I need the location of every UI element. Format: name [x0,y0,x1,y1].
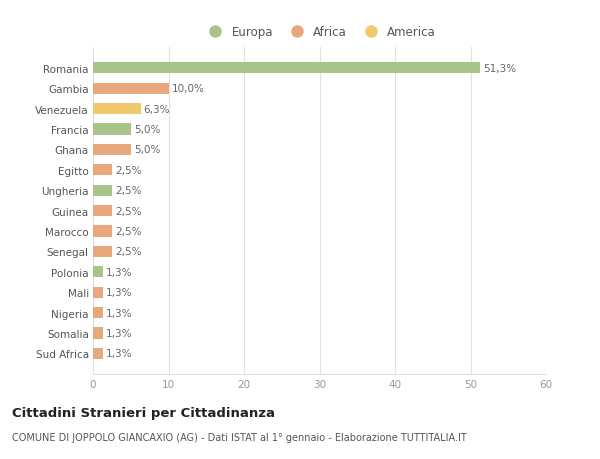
Text: 5,0%: 5,0% [134,125,160,134]
Legend: Europa, Africa, America: Europa, Africa, America [199,22,440,44]
Bar [93,145,131,156]
Text: COMUNE DI JOPPOLO GIANCAXIO (AG) - Dati ISTAT al 1° gennaio - Elaborazione TUTTI: COMUNE DI JOPPOLO GIANCAXIO (AG) - Dati … [12,432,467,442]
Bar [93,165,112,176]
Text: 2,5%: 2,5% [115,186,142,196]
Bar [93,84,169,95]
Text: 2,5%: 2,5% [115,226,142,236]
Bar [93,267,103,278]
Bar [93,206,112,217]
Text: 1,3%: 1,3% [106,349,133,358]
Bar [93,185,112,196]
Bar [93,104,140,115]
Text: 1,3%: 1,3% [106,267,133,277]
Text: 2,5%: 2,5% [115,165,142,175]
Bar [93,246,112,257]
Text: 1,3%: 1,3% [106,308,133,318]
Text: 2,5%: 2,5% [115,206,142,216]
Bar [93,348,103,359]
Text: 6,3%: 6,3% [143,104,170,114]
Bar [93,328,103,339]
Text: Cittadini Stranieri per Cittadinanza: Cittadini Stranieri per Cittadinanza [12,406,275,419]
Bar [93,287,103,298]
Text: 10,0%: 10,0% [172,84,205,94]
Bar [93,124,131,135]
Bar [93,226,112,237]
Bar [93,308,103,319]
Text: 1,3%: 1,3% [106,288,133,297]
Text: 51,3%: 51,3% [484,64,517,73]
Bar [93,63,481,74]
Text: 5,0%: 5,0% [134,145,160,155]
Text: 2,5%: 2,5% [115,247,142,257]
Text: 1,3%: 1,3% [106,328,133,338]
